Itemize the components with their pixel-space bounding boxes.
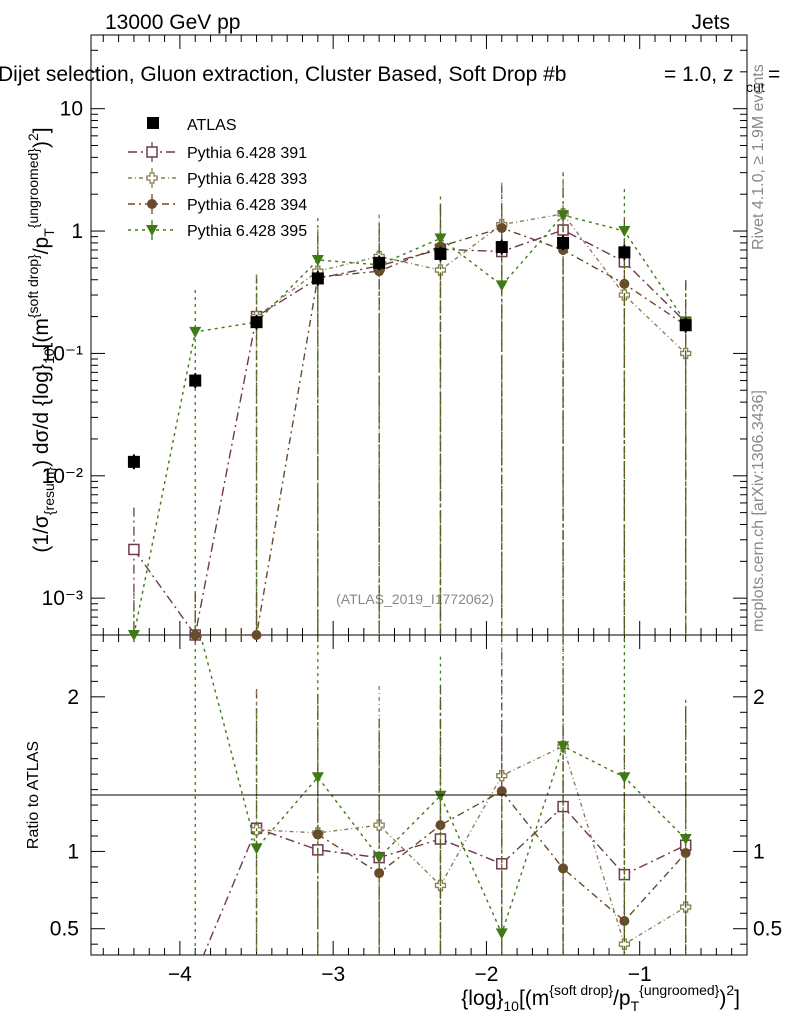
- series-point-ratio: [618, 772, 631, 784]
- y-tick-label-ratio: 1: [67, 840, 79, 863]
- series-line-main: [133, 229, 687, 637]
- data-point-atlas: [311, 272, 324, 285]
- ratio-axis-ticks: 0.5 0.5 1 1 2 2: [50, 649, 782, 945]
- legend-label: Pythia 6.428 391: [187, 145, 307, 162]
- title-beta: = 1.0, z: [664, 63, 733, 86]
- series-point-ratio: [557, 741, 570, 753]
- x-tick-label: −4: [168, 963, 192, 986]
- y-tick-label-ratio: 2: [67, 686, 79, 709]
- x-tick-label: −3: [321, 963, 345, 986]
- main-series-layer: [127, 172, 692, 641]
- data-point-atlas: [250, 316, 263, 329]
- data-point-atlas: [373, 256, 386, 269]
- series-point-ratio: [679, 834, 692, 846]
- x-axis-label: {log}10[(m{soft drop}/pT{ungroomed})2]: [461, 982, 740, 1014]
- series-line-main: [195, 227, 687, 636]
- title-main: Dijet selection, Gluon extraction, Clust…: [0, 63, 566, 86]
- data-point-atlas: [189, 374, 202, 387]
- data-point-atlas: [127, 455, 140, 468]
- header-right-label: Jets: [691, 11, 730, 34]
- series-point-main: [434, 264, 447, 276]
- series-line-main: [133, 214, 687, 636]
- series-point-ratio: [434, 790, 447, 802]
- legend-item-atlas: ATLAS: [147, 117, 237, 134]
- y-tick-label-ratio-right: 1: [753, 840, 765, 863]
- legend: ATLAS Pythia 6.428 391 Pythia 6.428 393 Py…: [128, 117, 307, 240]
- series-point-main: [557, 210, 570, 222]
- y-tick-label-ratio: 0.5: [50, 918, 79, 941]
- legend-item: Pythia 6.428 391: [128, 142, 307, 162]
- legend-marker-atlas: [147, 117, 159, 129]
- y-tick-label-main: 10⁻³: [42, 587, 83, 610]
- ratio-series-layer: [194, 635, 692, 955]
- title-end: =: [768, 63, 780, 86]
- mcplots-label: mcplots.cern.ch [arXiv:1306.3436]: [750, 390, 767, 632]
- series-point-main: [128, 543, 140, 556]
- legend-marker: [146, 172, 158, 184]
- legend-label: Pythia 6.428 395: [187, 223, 307, 240]
- series-point-main: [311, 254, 324, 266]
- series-point-ratio: [373, 852, 386, 864]
- analysis-watermark: (ATLAS_2019_I1772062): [336, 591, 494, 607]
- header-left-label: 13000 GeV pp: [105, 11, 240, 34]
- y-tick-label-ratio-right: 0.5: [753, 918, 782, 941]
- series-point-ratio: [680, 847, 691, 858]
- series-point-ratio: [250, 843, 263, 855]
- y-tick-label-main: 10: [60, 98, 83, 121]
- y-axis-label-ratio: Ratio to ATLAS: [25, 741, 42, 849]
- data-point-atlas: [434, 247, 447, 260]
- series-point-main: [127, 630, 140, 641]
- title-cut: cut: [746, 79, 765, 95]
- x-tick-label: −2: [474, 963, 498, 986]
- series-point-main: [189, 326, 202, 338]
- y-tick-label-main: 10⁻¹: [42, 342, 83, 365]
- legend-marker: [146, 225, 158, 236]
- series-point-main: [496, 222, 507, 233]
- legend-item: Pythia 6.428 395: [128, 220, 307, 240]
- legend-label-atlas: ATLAS: [187, 117, 237, 134]
- series-point-main: [618, 226, 631, 238]
- legend-item: Pythia 6.428 394: [128, 194, 307, 214]
- data-point-atlas: [679, 319, 692, 332]
- main-axis-ticks: 10⁻³ 10⁻² 10⁻¹ 1 10: [42, 34, 747, 636]
- legend-marker: [146, 146, 158, 158]
- series-point-main: [434, 233, 447, 245]
- y-tick-label-main: 1: [71, 220, 83, 243]
- data-point-atlas: [618, 246, 631, 259]
- y-tick-label-ratio-right: 2: [753, 686, 765, 709]
- series-line-main: [256, 213, 687, 354]
- series-point-ratio: [496, 786, 507, 797]
- series-point-ratio: [618, 938, 631, 950]
- y-axis-label-main: (1/σ{resum}) dσ/d {log}10[(m{soft drop}/…: [25, 127, 57, 552]
- series-point-ratio: [311, 772, 324, 784]
- legend-marker: [147, 199, 157, 209]
- legend-item: Pythia 6.428 393: [128, 168, 307, 188]
- x-tick-label: −1: [628, 963, 652, 986]
- data-point-atlas: [557, 236, 570, 249]
- series-point-ratio: [495, 928, 508, 940]
- series-point-main: [619, 278, 630, 289]
- series-point-main: [495, 280, 508, 292]
- legend-label: Pythia 6.428 394: [187, 197, 307, 214]
- series-line-ratio: [256, 745, 687, 946]
- data-point-atlas: [495, 241, 508, 254]
- y-tick-label-main: 10⁻²: [42, 465, 83, 488]
- rivet-label: Rivet 4.1.0, ≥ 1.9M events: [750, 64, 767, 250]
- series-point-main: [251, 630, 262, 640]
- legend-label: Pythia 6.428 393: [187, 171, 307, 188]
- plot-title: Dijet selection, Gluon extraction, Clust…: [0, 63, 780, 95]
